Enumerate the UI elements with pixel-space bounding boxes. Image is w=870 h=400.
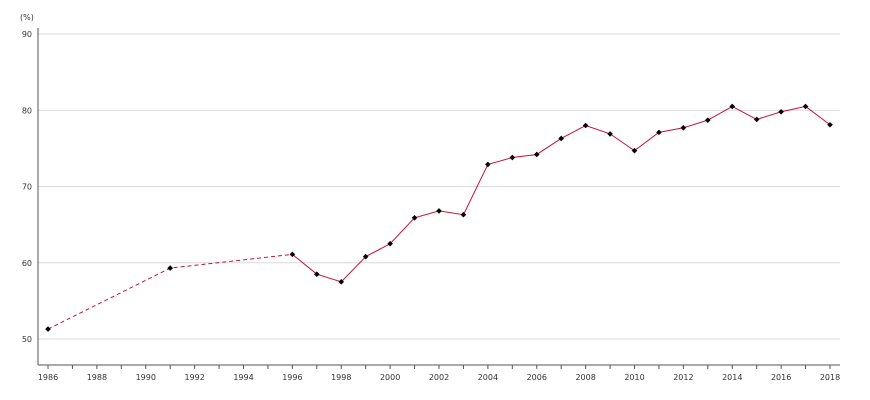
x-tick-label: 2000 bbox=[380, 373, 400, 382]
data-point-marker bbox=[607, 131, 613, 137]
x-tick-label: 1996 bbox=[282, 373, 302, 382]
series-line-solid bbox=[292, 105, 831, 283]
data-point-marker bbox=[778, 108, 784, 115]
axes bbox=[37, 28, 840, 369]
y-tick-label: 90 bbox=[22, 30, 32, 39]
y-tick-label: 50 bbox=[22, 335, 32, 344]
data-point-marker bbox=[656, 129, 662, 136]
data-point-marker bbox=[485, 161, 491, 168]
data-point-marker bbox=[338, 279, 345, 285]
data-point-marker bbox=[827, 121, 833, 128]
data-point-marker bbox=[387, 240, 393, 247]
x-tick-label: 2018 bbox=[820, 373, 840, 382]
x-tick-label: 1986 bbox=[38, 373, 58, 382]
x-tick-label: 1994 bbox=[233, 373, 253, 382]
data-point-marker bbox=[753, 116, 760, 123]
data-point-marker bbox=[411, 214, 418, 221]
x-tick-label: 2006 bbox=[527, 373, 547, 382]
x-tick-label: 2014 bbox=[722, 373, 742, 382]
x-tick-label: 2016 bbox=[771, 373, 791, 382]
data-point-marker bbox=[631, 147, 638, 154]
y-tick-label: 80 bbox=[22, 106, 32, 115]
x-tick-label: 2008 bbox=[575, 373, 595, 382]
x-tick-labels: 1986 1988 1990 1992 1994 1996 1998 2000 2002 2004… bbox=[38, 373, 840, 382]
y-tick-labels: 50 60 70 80 90 bbox=[22, 30, 32, 344]
x-tick-label: 2002 bbox=[429, 373, 449, 382]
x-tick-label: 1988 bbox=[87, 373, 107, 382]
data-point-marker bbox=[460, 211, 467, 218]
data-point-marker bbox=[45, 326, 51, 332]
data-point-marker bbox=[509, 154, 516, 161]
x-tick-label: 2004 bbox=[478, 373, 498, 382]
data-point-marker bbox=[705, 117, 711, 123]
y-tick-label: 60 bbox=[22, 259, 32, 268]
grid-lines bbox=[38, 33, 840, 340]
x-tick-label: 1990 bbox=[136, 373, 156, 382]
x-tick-label: 2010 bbox=[624, 373, 644, 382]
data-point-marker bbox=[582, 122, 589, 129]
y-unit-label: (%) bbox=[20, 13, 34, 22]
x-tick-label: 1998 bbox=[331, 373, 351, 382]
data-point-marker bbox=[802, 103, 809, 110]
data-points bbox=[45, 103, 833, 332]
y-tick-label: 70 bbox=[22, 183, 32, 192]
x-tick-label: 2012 bbox=[673, 373, 693, 382]
data-point-marker bbox=[680, 124, 687, 131]
data-point-marker bbox=[314, 271, 320, 277]
data-point-marker bbox=[289, 251, 296, 258]
x-tick-label: 1992 bbox=[184, 373, 204, 382]
data-point-marker bbox=[362, 253, 369, 260]
data-point-marker bbox=[729, 103, 736, 110]
data-point-marker bbox=[533, 151, 540, 158]
data-point-marker bbox=[558, 135, 564, 142]
data-point-marker bbox=[436, 208, 442, 214]
data-point-marker bbox=[167, 265, 173, 271]
series-line bbox=[47, 105, 831, 330]
